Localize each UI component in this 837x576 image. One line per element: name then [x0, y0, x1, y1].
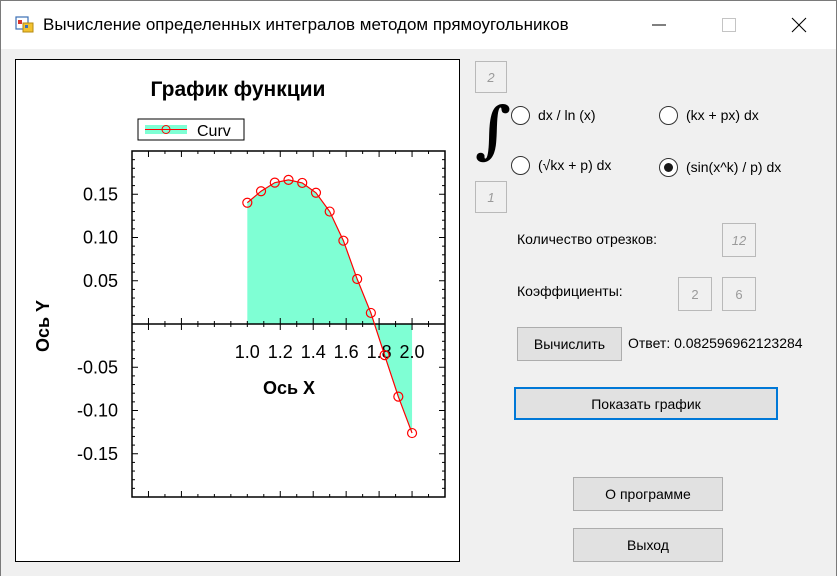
function-radio-4[interactable]: (sin(x^k) / p) dx: [659, 156, 781, 178]
y-tick-label: 0.10: [83, 228, 118, 248]
y-tick-label: -0.15: [77, 444, 118, 464]
function-label-1: dx / ln (x): [538, 107, 596, 123]
area-fill: [247, 179, 413, 434]
calculate-button[interactable]: Вычислить: [517, 327, 622, 361]
lower-limit-field[interactable]: 1: [475, 181, 507, 213]
data-point: [379, 350, 390, 361]
data-point: [283, 174, 294, 185]
y-tick-label: -0.05: [77, 357, 118, 377]
radio-button-3[interactable]: [511, 155, 530, 175]
function-label-4: (sin(x^k) / p) dx: [686, 159, 782, 175]
minimize-button[interactable]: [625, 1, 693, 49]
minimize-icon: [652, 24, 666, 26]
radio-button-2[interactable]: [659, 105, 678, 125]
data-point: [255, 186, 267, 197]
title-bar: Вычисление определенных интегралов метод…: [1, 1, 836, 49]
radio-button-4[interactable]: [659, 157, 678, 177]
coefficients-label: Коэффициенты:: [517, 283, 623, 299]
data-point: [297, 177, 308, 189]
function-radio-1[interactable]: dx / ln (x): [511, 104, 596, 126]
close-icon: [791, 17, 807, 33]
y-tick-label: -0.10: [77, 401, 118, 421]
coefficient-p-input[interactable]: 6: [722, 277, 756, 311]
coefficient-k-input[interactable]: 2: [678, 277, 712, 311]
data-point: [352, 273, 363, 285]
function-label-3: (√kx + p) dx: [538, 157, 612, 173]
close-button[interactable]: [765, 1, 833, 49]
data-point: [365, 307, 376, 319]
data-point: [338, 235, 349, 246]
maximize-button[interactable]: [695, 1, 763, 49]
x-tick-label: 1.0: [235, 342, 260, 362]
x-tick-label: 1.2: [268, 342, 293, 362]
integral-symbol: ∫: [475, 93, 511, 166]
x-tick-label: 1.6: [334, 342, 359, 362]
chart-title: График функции: [151, 78, 326, 101]
segments-input[interactable]: 12: [722, 223, 756, 257]
data-point: [310, 187, 322, 198]
y-axis-label: Ось Y: [33, 300, 53, 352]
answer-text: Ответ: 0.082596962123284: [628, 335, 803, 351]
radio-checked-dot: [664, 162, 673, 172]
radio-button-1[interactable]: [511, 105, 530, 125]
function-radio-2[interactable]: (kx + px) dx: [659, 104, 759, 126]
exit-button[interactable]: Выход: [573, 528, 723, 562]
window-title: Вычисление определенных интегралов метод…: [43, 15, 569, 34]
data-point: [324, 206, 335, 217]
show-graph-button[interactable]: Показать график: [514, 387, 778, 420]
function-radio-3[interactable]: (√kx + p) dx: [511, 154, 611, 176]
data-point: [242, 197, 253, 208]
maximize-icon: [722, 18, 736, 32]
legend-label: Curv: [197, 123, 231, 140]
x-tick-label: 1.4: [301, 342, 326, 362]
function-chart: График функции 1.0 1.2 1.4 1.6 1.8 2.00.150.1…: [33, 78, 446, 498]
client-area: График функции 1.0 1.2 1.4 1.6 1.8 2.0 0.15 0.1…: [1, 49, 836, 576]
upper-limit-field[interactable]: 2: [475, 61, 507, 93]
data-point: [269, 177, 280, 188]
x-axis-label: Ось X: [263, 378, 315, 398]
y-tick-label: 0.05: [83, 271, 118, 291]
chart-legend: Curv: [137, 118, 245, 141]
data-point: [393, 391, 404, 402]
function-label-2: (kx + px) dx: [686, 107, 759, 123]
chart-panel: График функции 1.0 1.2 1.4 1.6 1.8 2.0 0.15 0.1…: [15, 59, 460, 562]
about-button[interactable]: О программе: [573, 477, 723, 511]
data-point: [406, 427, 418, 439]
segments-label: Количество отрезков:: [517, 231, 658, 247]
app-icon: [15, 16, 34, 33]
y-tick-label: 0.15: [83, 184, 118, 204]
curve-line: [246, 179, 413, 434]
x-tick-label: 2.0: [400, 342, 425, 362]
